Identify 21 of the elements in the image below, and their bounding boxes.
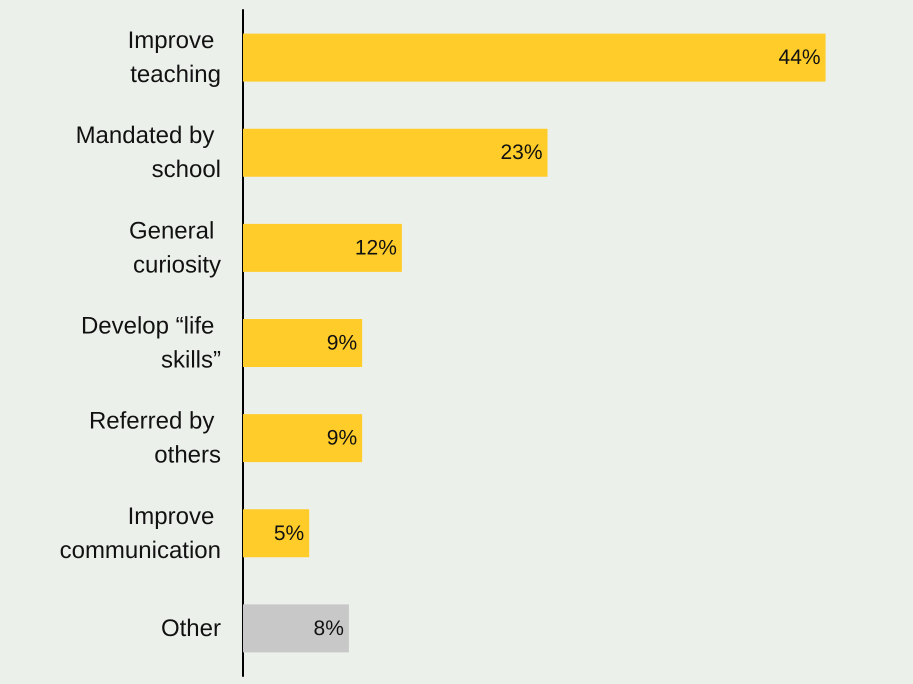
data-label: 9% — [326, 332, 358, 354]
y-tick-label: Improve teaching — [128, 27, 221, 88]
bar — [243, 604, 349, 652]
bar — [243, 128, 548, 177]
data-label: 9% — [326, 426, 358, 450]
y-tick-label: Mandated by school — [76, 122, 221, 184]
y-tick-label: Improve communication — [60, 502, 221, 564]
bar — [243, 319, 362, 367]
data-label: 44% — [778, 46, 821, 70]
bar — [243, 414, 362, 462]
y-tick-label: Other — [160, 614, 221, 642]
bar — [243, 224, 402, 272]
y-tick-label: General curiosity — [128, 217, 221, 278]
data-label: 12% — [354, 236, 397, 260]
data-label: 5% — [274, 522, 304, 545]
bar — [243, 509, 310, 558]
y-tick-label: Develop “life skills” — [80, 312, 221, 374]
y-tick-label: Referred by others — [88, 408, 221, 469]
bar — [243, 34, 826, 82]
data-label: 8% — [314, 616, 344, 640]
data-label: 23% — [500, 141, 543, 164]
